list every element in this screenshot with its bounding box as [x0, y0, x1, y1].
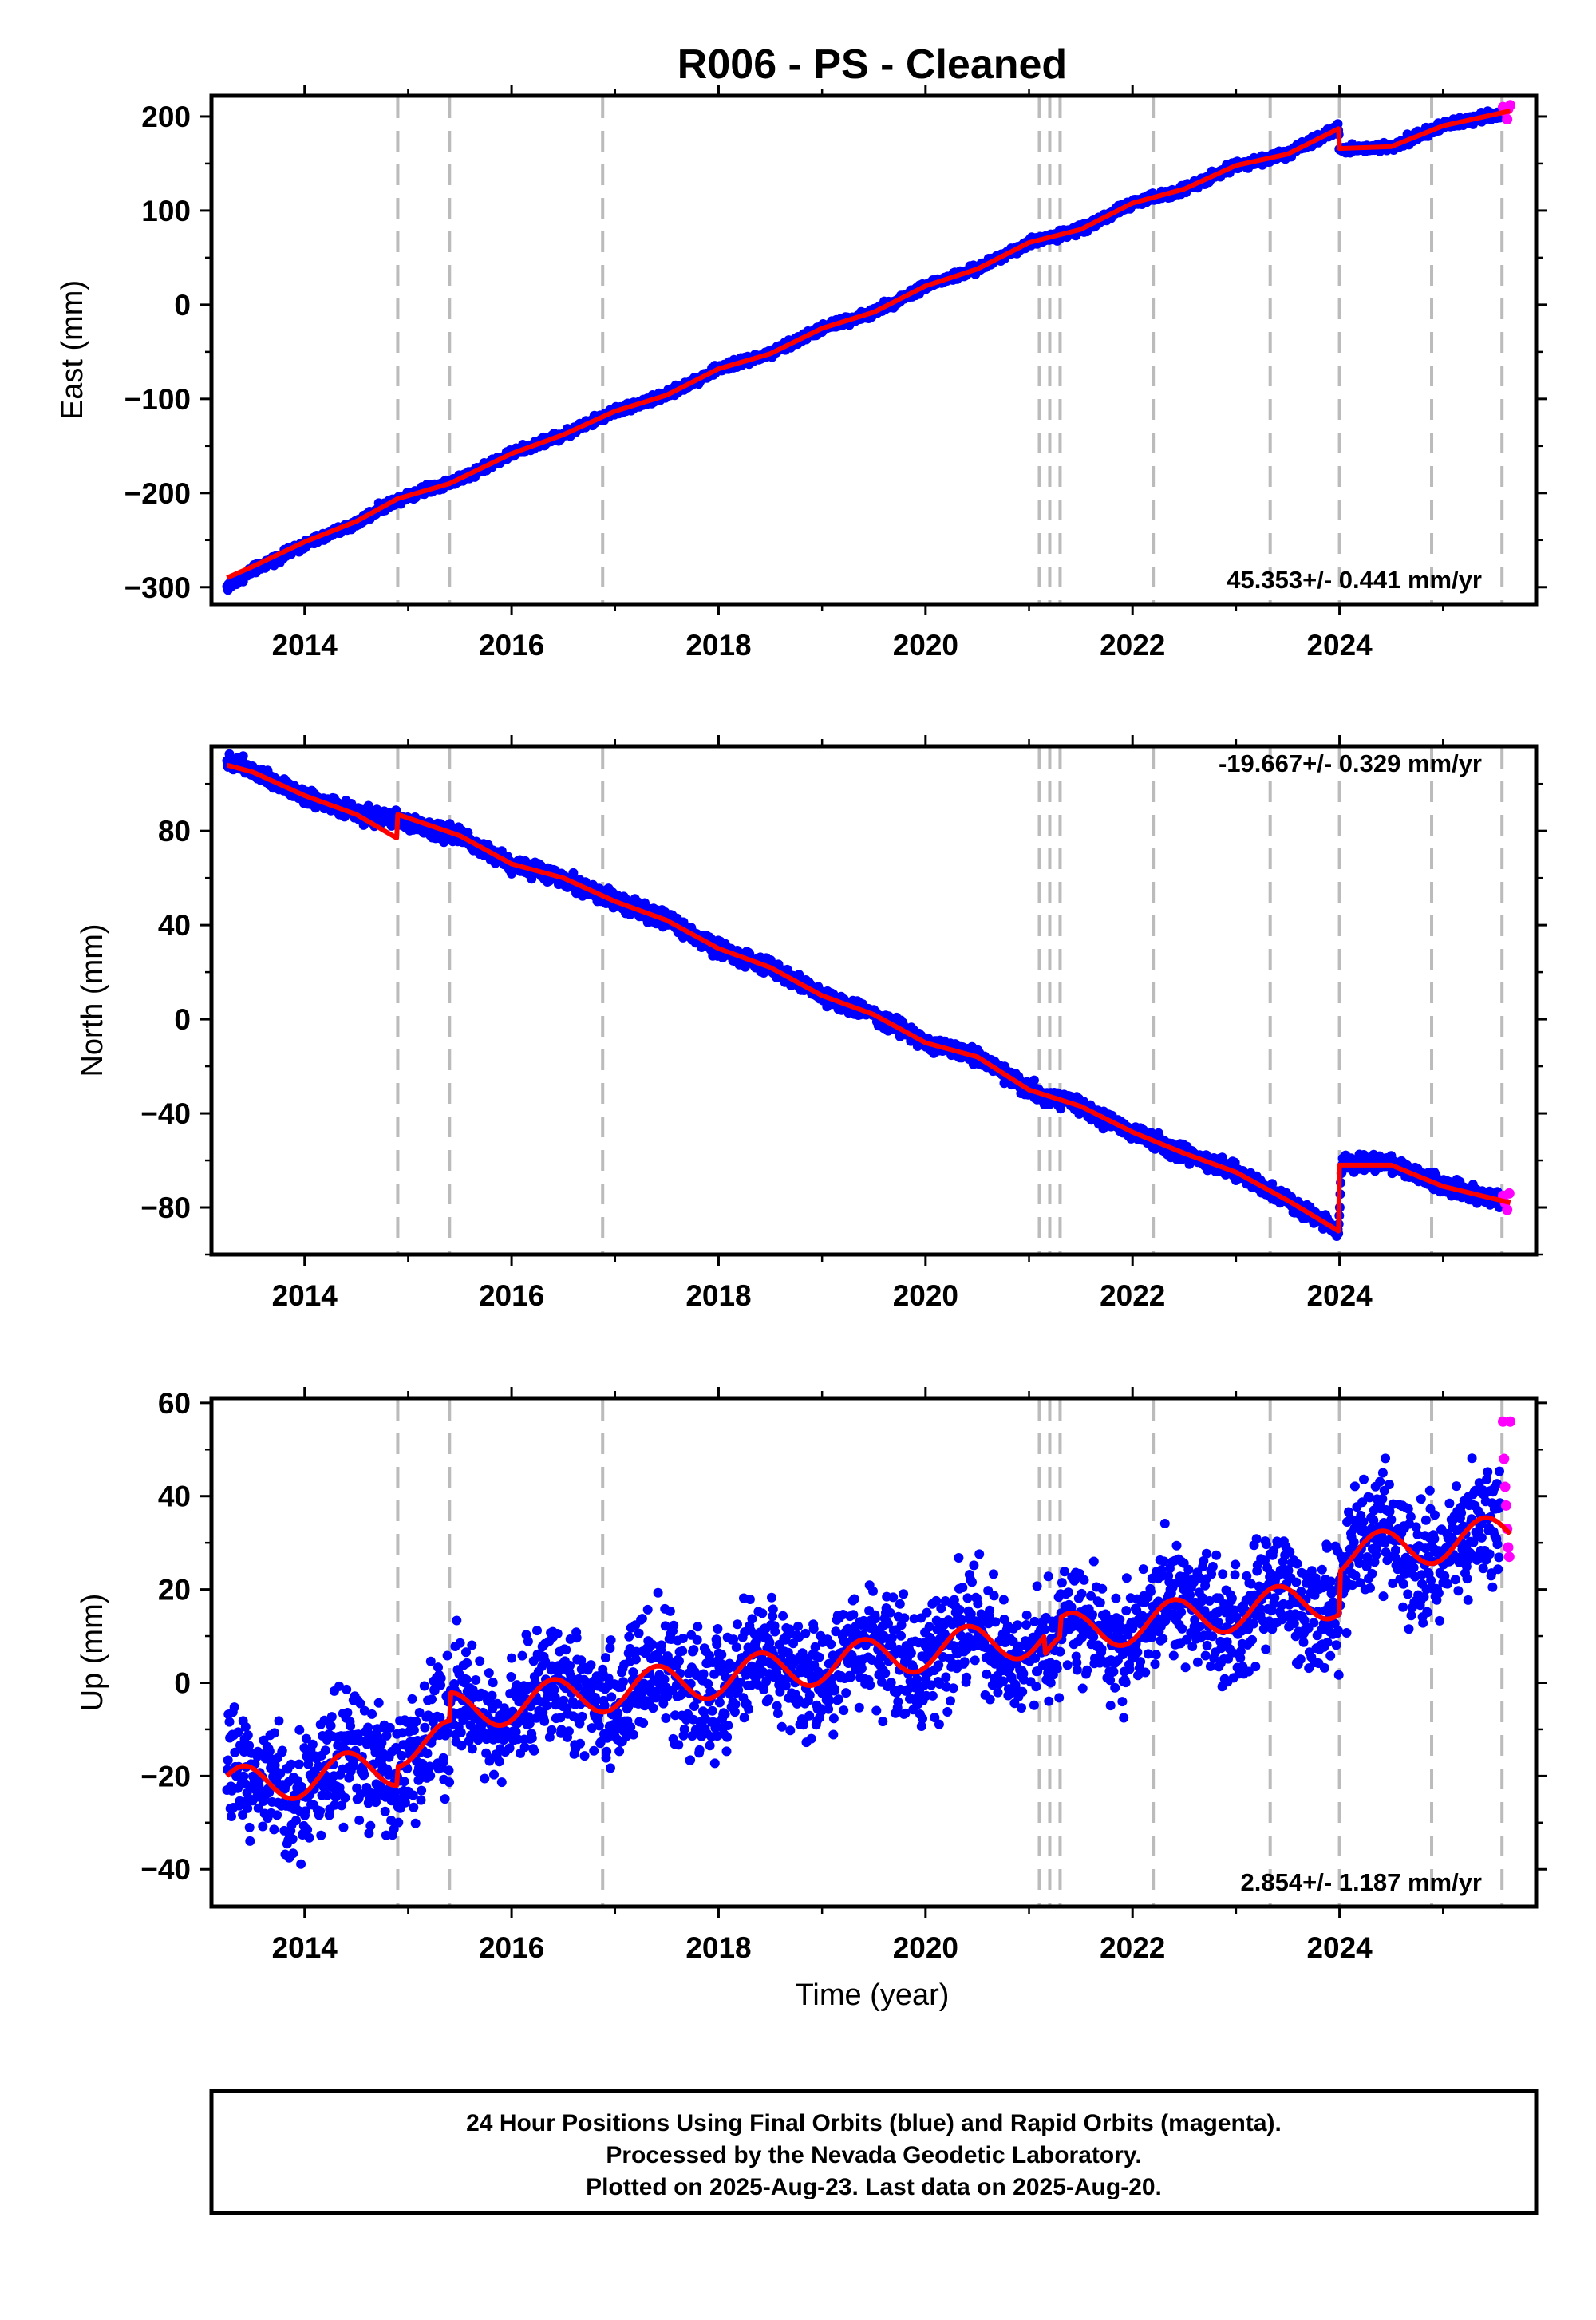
chart-title: R006 - PS - Cleaned: [678, 41, 1067, 88]
y-tick-label: −100: [124, 383, 191, 416]
x-tick-label: 2014: [272, 629, 338, 662]
y-tick-label: −300: [124, 571, 191, 604]
x-tick-label: 2024: [1306, 629, 1373, 662]
east-panel: 2014 2016 2018 2020 2022 2024 −300 −200 −100 0 100…: [56, 85, 1547, 662]
east-y-axis-label: East (mm): [56, 280, 89, 420]
rapid-orbit-point: [1502, 114, 1512, 124]
east-plot-frame: [211, 96, 1536, 604]
final-orbit-point: [239, 751, 248, 761]
east-model-line: [227, 111, 1511, 578]
east-rate-label: 45.353+/- 0.441 mm/yr: [1227, 566, 1482, 594]
y-tick-label: 200: [141, 101, 191, 133]
y-tick-label: 0: [174, 289, 191, 322]
y-tick-label: 100: [141, 195, 191, 227]
x-tick-label: 2020: [893, 629, 958, 662]
final-orbit-point: [1029, 1076, 1039, 1085]
x-tick-label: 2022: [1100, 629, 1165, 662]
north-final-orbit-points: [223, 749, 1505, 1241]
x-tick-label: 2016: [479, 629, 544, 662]
rapid-orbit-point: [1505, 100, 1515, 110]
x-tick-label: 2018: [685, 629, 751, 662]
east-final-orbit-points: [223, 106, 1505, 595]
y-tick-label: −200: [124, 477, 191, 510]
